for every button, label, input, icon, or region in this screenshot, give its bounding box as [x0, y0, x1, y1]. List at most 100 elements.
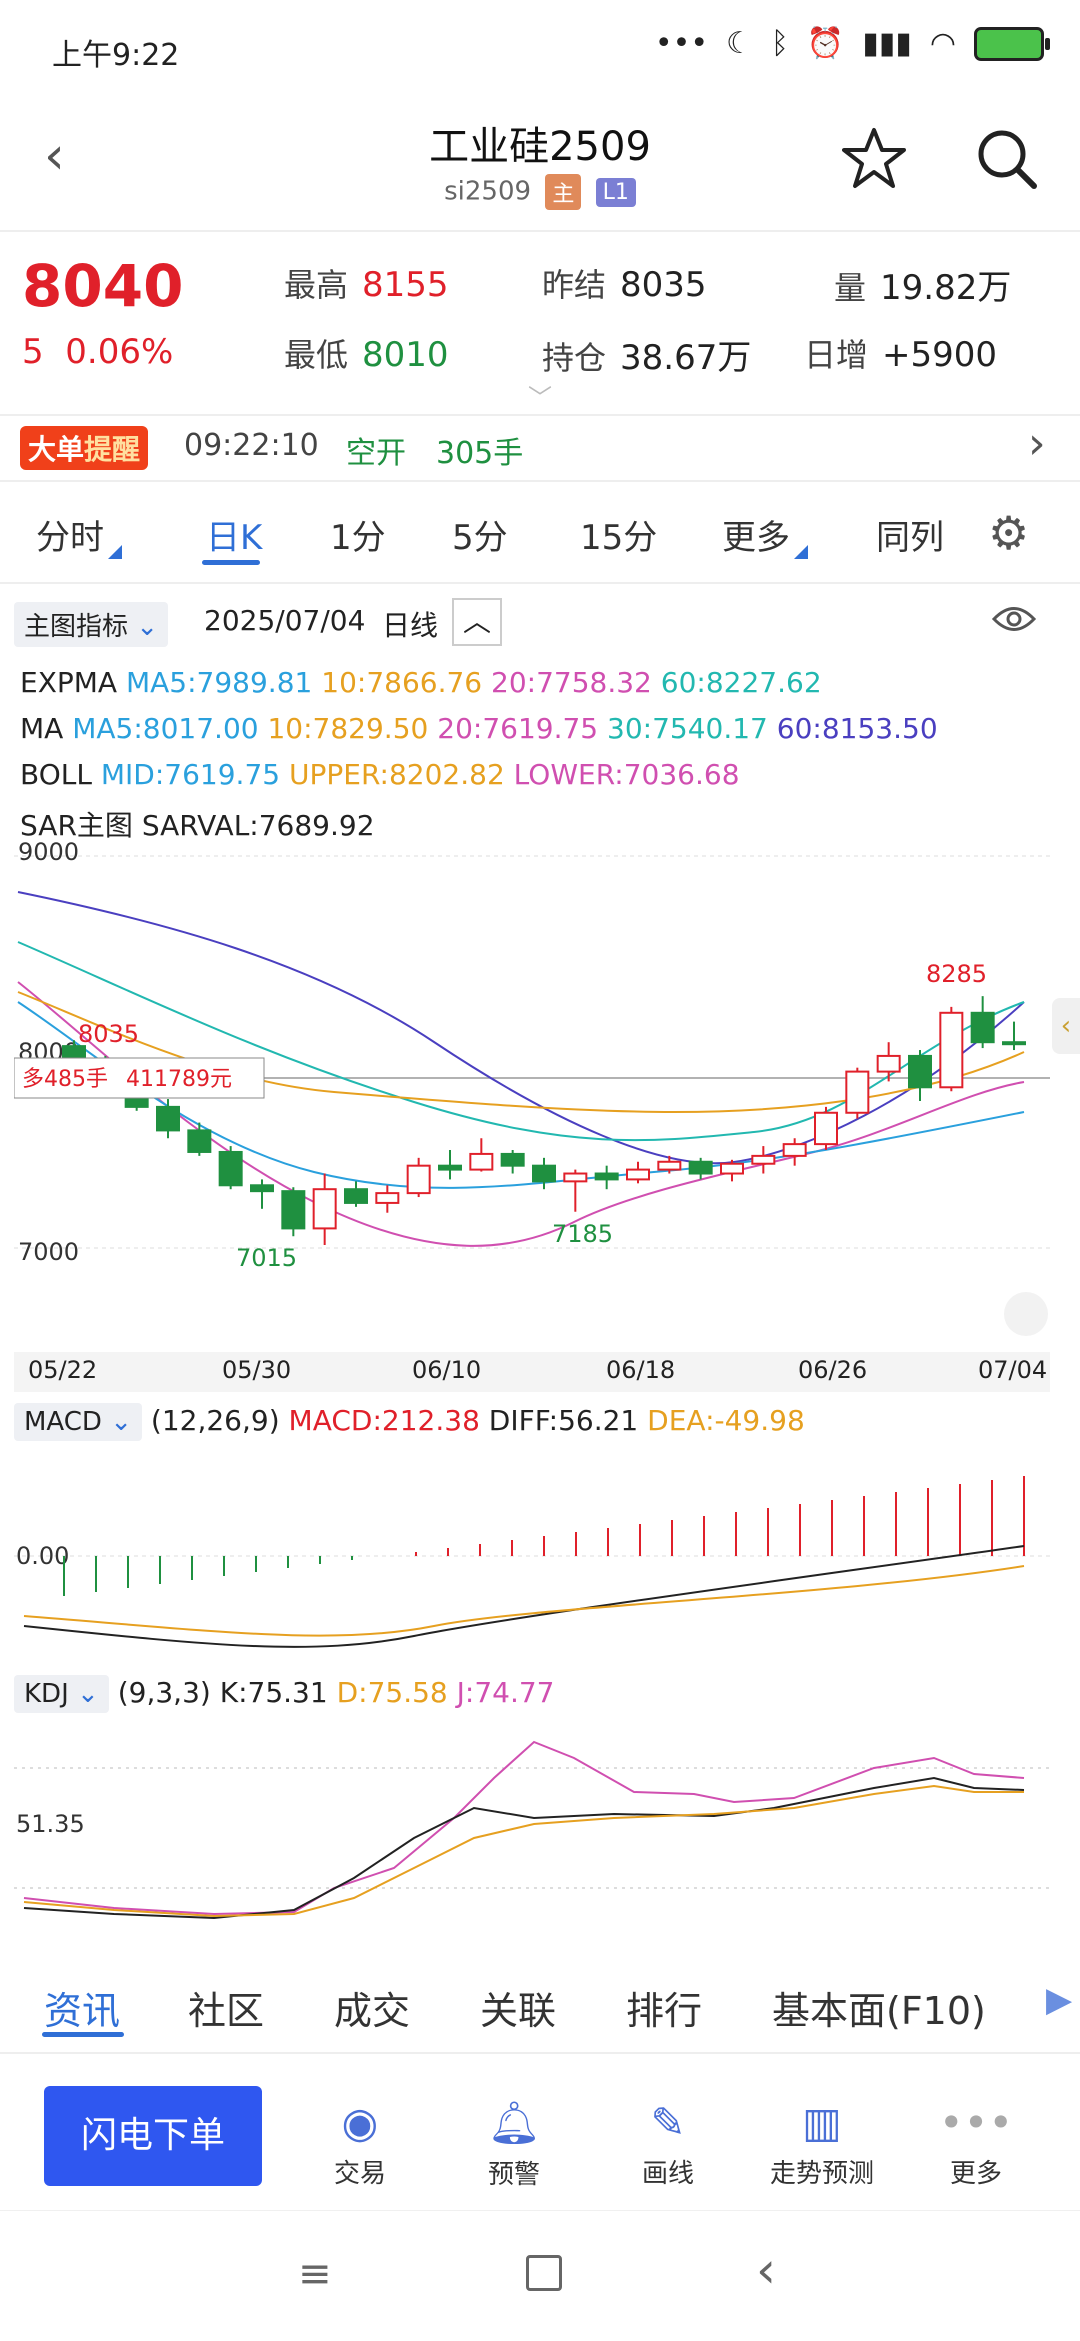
quote-panel: 8040 5 0.06% 最高 8155 最低 8010 昨结 8035 持仓 38.6…	[0, 230, 1080, 416]
vol-value: 19.82万	[880, 268, 1012, 308]
alert-badge: 大单提醒	[20, 426, 149, 470]
candle-body	[908, 1054, 932, 1089]
expma-legend: EXPMA MA5:7989.81 10:7866.76 20:7758.32 …	[20, 666, 822, 699]
candle-body	[375, 1192, 400, 1204]
candle-body	[939, 1011, 964, 1089]
tab-timeshare[interactable]: 分时	[36, 510, 122, 559]
candles-group	[62, 996, 1026, 1246]
daily-value: +5900	[882, 335, 998, 375]
macd-value: MACD:212.38	[288, 1404, 480, 1437]
expma-10: 10:7866.76	[321, 666, 483, 699]
candle-body	[720, 1162, 744, 1175]
candle-body	[626, 1168, 650, 1181]
tab-same-list[interactable]: 同列	[876, 518, 944, 558]
daily-label: 日增	[804, 336, 869, 374]
x-date: 06/18	[606, 1356, 676, 1384]
candle-body	[187, 1129, 212, 1153]
tab-15min[interactable]: 15分	[580, 518, 658, 558]
alert-button[interactable]: 🔔︎ 预警	[444, 2098, 584, 2198]
candle-body	[688, 1160, 713, 1175]
collapse-up-icon[interactable]: ︿	[452, 598, 502, 646]
macd-dropdown[interactable]: MACD ⌄	[14, 1403, 142, 1441]
tab-daily[interactable]: 日K	[206, 510, 262, 559]
trade-button[interactable]: ◉ 交易	[290, 2098, 430, 2198]
tab-fundamentals[interactable]: 基本面(F10)	[772, 1989, 986, 2033]
kdj-params: (9,3,3)	[117, 1676, 211, 1709]
settings-gear-icon[interactable]: ⚙	[988, 506, 1030, 560]
candle-body	[782, 1143, 807, 1157]
big-order-alert[interactable]: 大单提醒 09:22:10 空开 305手 ›	[0, 412, 1080, 482]
candle-body	[970, 1011, 995, 1044]
candle-body	[845, 1070, 870, 1114]
tab-5min[interactable]: 5分	[452, 518, 508, 558]
boll-mid: MID:7619.75	[100, 758, 281, 791]
macd-diff: DIFF:56.21	[488, 1404, 639, 1437]
chevron-down-icon: ⌄	[110, 1407, 132, 1437]
indicator-dropdown[interactable]: 主图指标 ⌄	[14, 602, 169, 647]
forecast-label: 走势预测	[769, 2159, 874, 2189]
kdj-j: J:74.77	[456, 1676, 555, 1709]
dea-line	[23, 1565, 1025, 1637]
change-pct: 0.06%	[65, 332, 174, 372]
search-icon[interactable]	[976, 128, 1038, 190]
kdj-dropdown[interactable]: KDJ ⌄	[14, 1675, 109, 1713]
signal-icon: ▮▮▮	[862, 26, 912, 61]
battery-icon	[974, 26, 1050, 61]
tab-underline	[42, 2032, 124, 2037]
oi-label: 持仓	[542, 339, 607, 377]
page-title: 工业硅2509	[429, 124, 651, 170]
kdj-legend: KDJ ⌄ (9,3,3) K:75.31 D:75.58 J:74.77	[14, 1675, 1064, 1716]
x-axis: 05/22 05/30 06/10 06/18 06/26 07/04	[14, 1352, 1050, 1392]
contract-code: si2509 主 L1	[0, 174, 1080, 210]
alert-time: 09:22:10	[184, 428, 319, 463]
macd-chart[interactable]: 0.00	[14, 1446, 1050, 1666]
menu-icon[interactable]: ≡	[298, 2251, 332, 2297]
candle-body	[532, 1164, 556, 1183]
low-label: 最低	[284, 336, 349, 374]
low-annotation-1: 7015	[236, 1244, 297, 1272]
macd-zero-label: 0.00	[16, 1542, 69, 1570]
draw-button[interactable]: ✎ 画线	[598, 2098, 738, 2198]
tab-ranking[interactable]: 排行	[626, 1989, 703, 2033]
low-annotation-2: 7185	[552, 1220, 613, 1248]
header: ‹ 工业硅2509 si2509 主 L1	[0, 96, 1080, 230]
scroll-right-icon[interactable]: ▶	[1046, 1980, 1073, 2020]
candle-body	[406, 1164, 431, 1195]
kdj-k: K:75.31	[219, 1676, 328, 1709]
forecast-button[interactable]: ▥ 走势预测	[752, 2098, 892, 2198]
position-box[interactable]	[14, 1057, 265, 1099]
sar-value: SARVAL:7689.92	[141, 809, 375, 842]
tab-news[interactable]: 资讯	[44, 1989, 121, 2033]
kline-chart[interactable]: 9000 8000 7000 7015 7185 8285 8035 多485手…	[14, 842, 1050, 1402]
bluetooth-icon: ᛒ	[770, 26, 789, 61]
tab-more[interactable]: 更多	[722, 510, 808, 559]
high-value: 8155	[362, 265, 449, 305]
d-line	[23, 1784, 1024, 1918]
eye-icon[interactable]	[992, 604, 1036, 634]
back-arrow-icon[interactable]: ‹	[44, 126, 65, 186]
forecast-icon: ▥	[802, 2098, 842, 2147]
back-icon[interactable]: ‹	[756, 2241, 776, 2299]
fullscreen-icon[interactable]	[1004, 1292, 1048, 1336]
star-icon[interactable]	[842, 126, 906, 190]
trade-label: 交易	[333, 2159, 386, 2189]
more-button[interactable]: ••• 更多	[906, 2098, 1046, 2198]
expand-chevron-icon[interactable]: ﹀	[528, 384, 552, 412]
expma-60: 60:8227.62	[660, 666, 822, 699]
tab-related[interactable]: 关联	[480, 1989, 557, 2033]
info-tabs: 资讯 社区 成交 关联 排行 基本面(F10) ▶	[0, 1952, 1080, 2054]
boll-legend: BOLL MID:7619.75 UPPER:8202.82 LOWER:703…	[20, 758, 740, 791]
prev-value: 8035	[620, 265, 707, 305]
axis-label-bottom: 7000	[18, 1238, 79, 1266]
kdj-chart[interactable]: 51.35	[14, 1718, 1050, 1938]
tab-community[interactable]: 社区	[188, 1989, 265, 2033]
dropdown-triangle-icon	[108, 545, 122, 559]
tab-1min[interactable]: 1分	[330, 518, 386, 558]
side-drawer-handle[interactable]: ‹	[1052, 998, 1080, 1054]
flash-order-button[interactable]: 闪电下单	[44, 2086, 262, 2186]
home-icon[interactable]	[526, 2255, 562, 2291]
moon-icon: ☾	[726, 26, 753, 61]
tab-trades[interactable]: 成交	[334, 1989, 411, 2033]
more-dots-icon: •••	[654, 26, 709, 61]
expma60-line	[17, 941, 1025, 1142]
